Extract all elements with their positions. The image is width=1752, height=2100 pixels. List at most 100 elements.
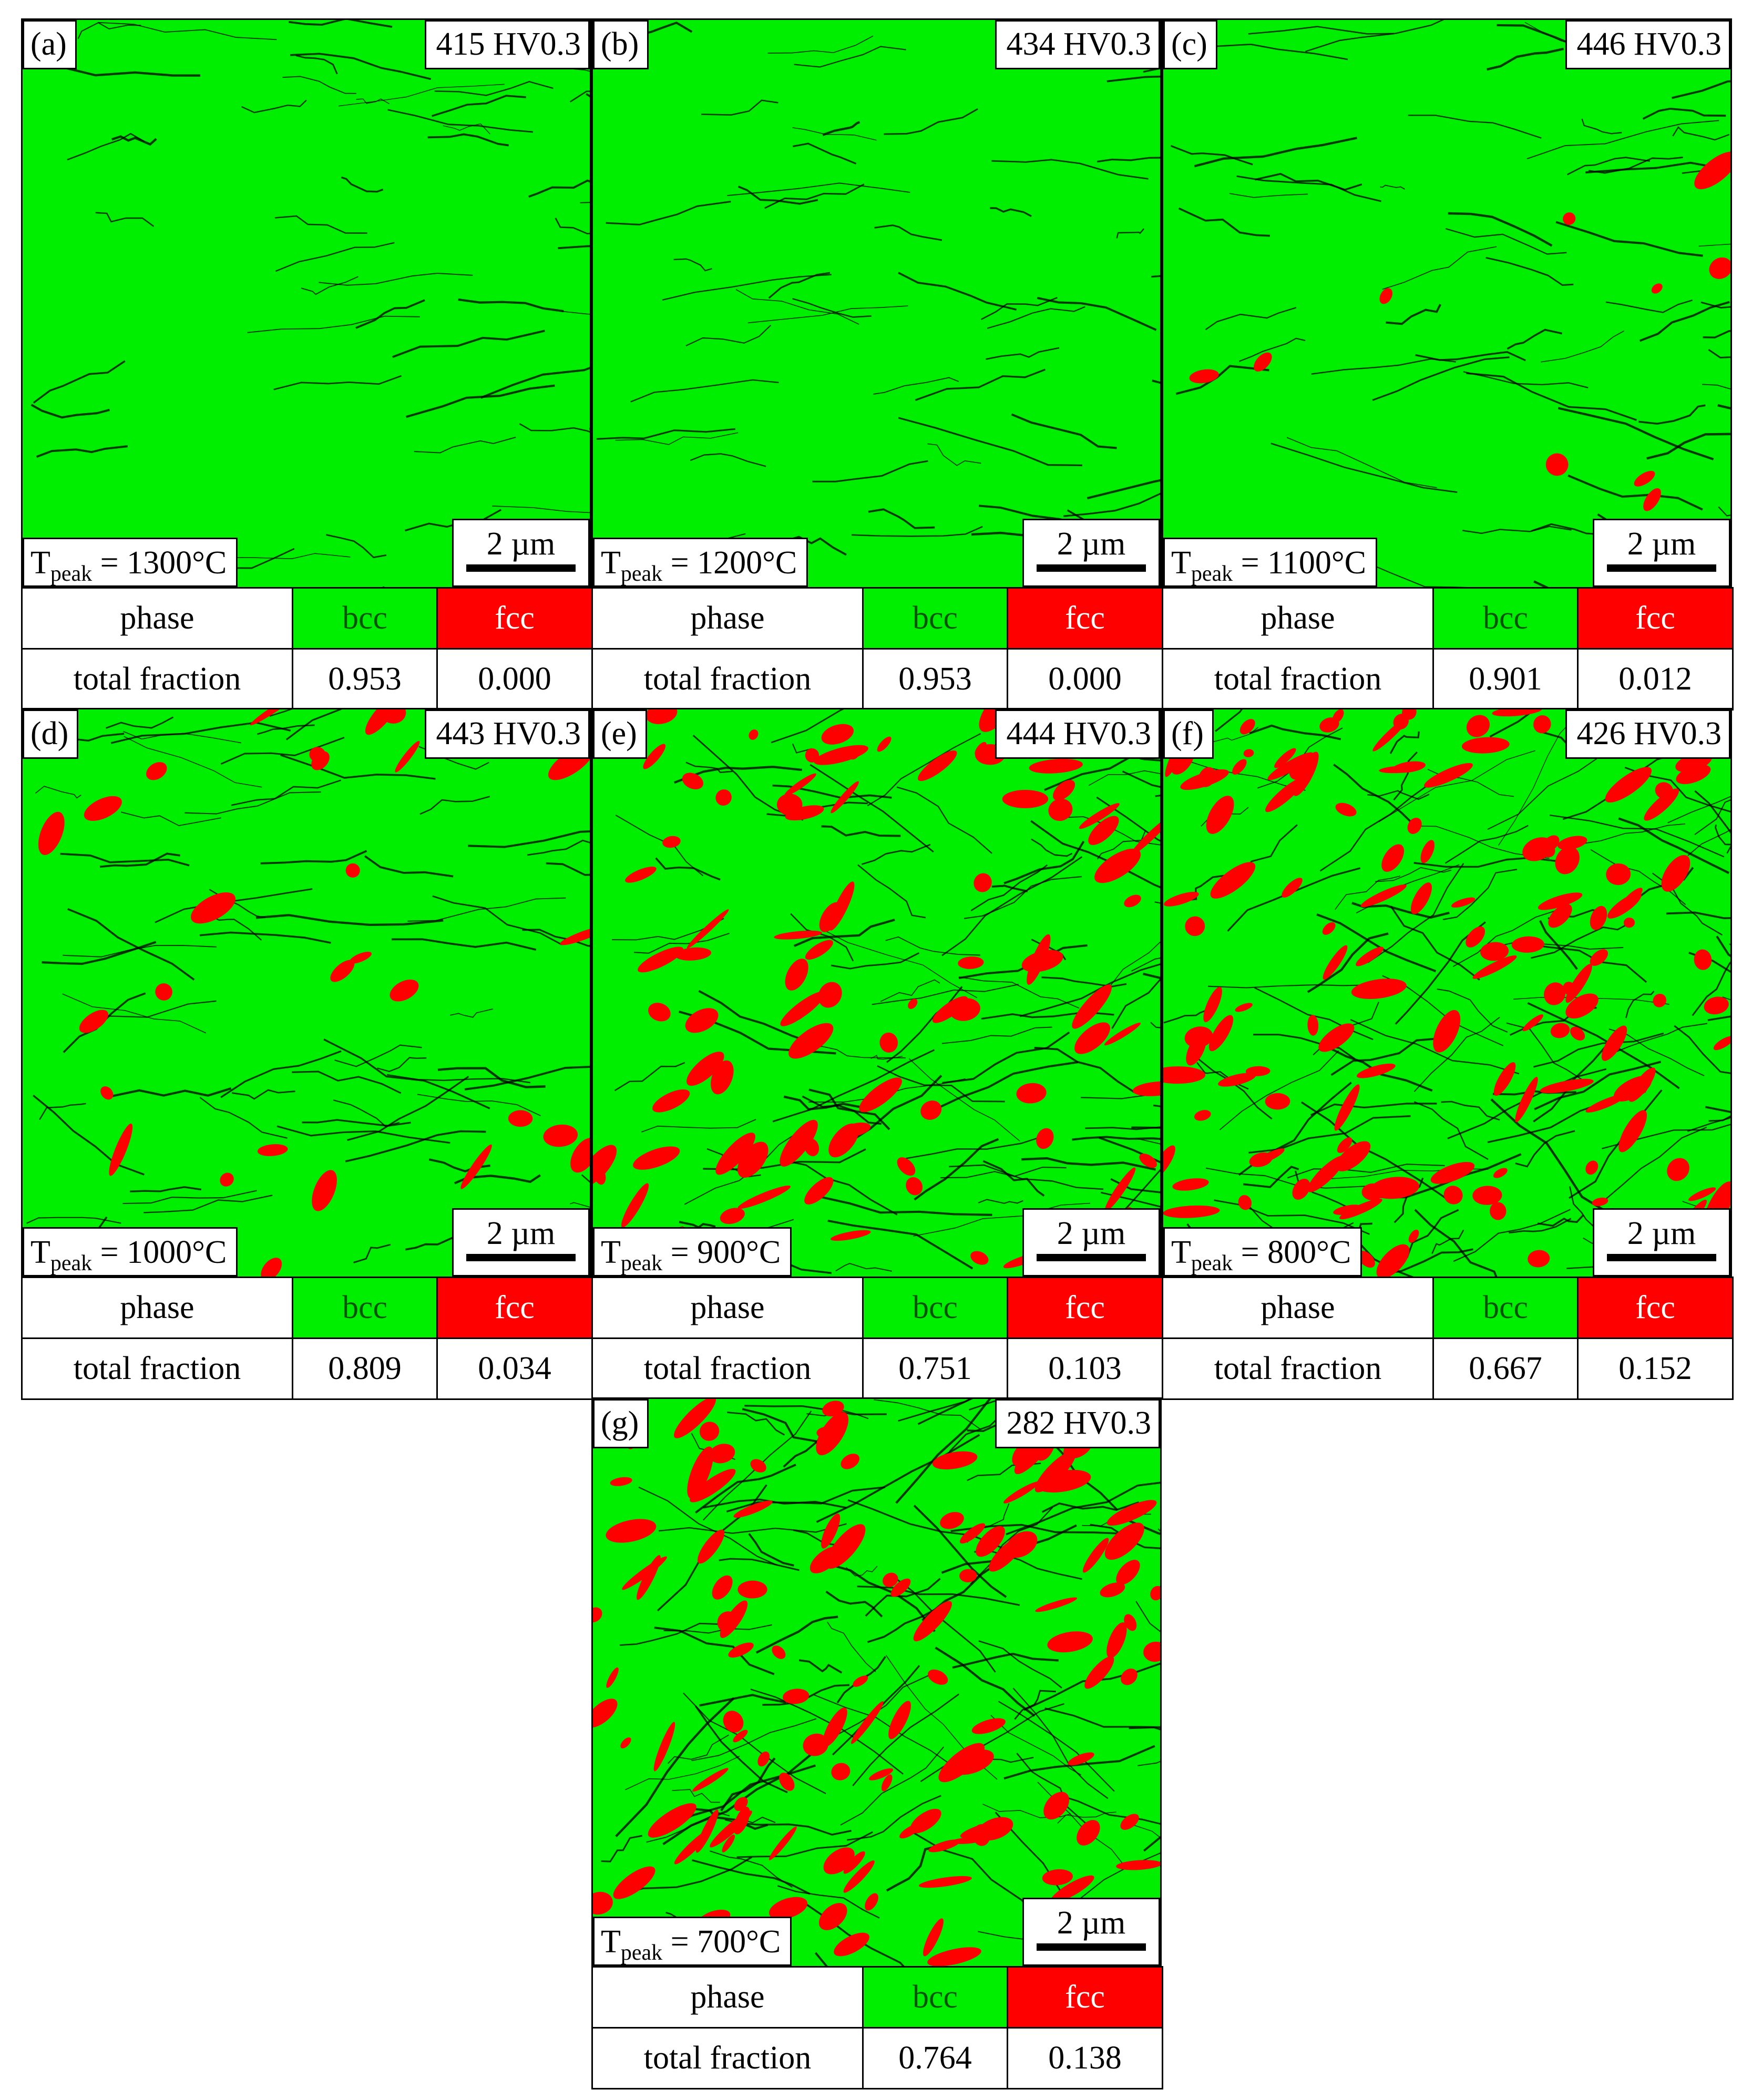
phase-map: (d) 443 HV0.3 Tpeak = 1000°C 2 µm [21,708,591,1278]
scale-bar: 2 µm [1593,1208,1730,1277]
scale-bar: 2 µm [1593,519,1730,587]
phase-map-image [23,709,590,1277]
bcc-matrix [593,709,1160,1277]
scale-bar-line [466,1254,576,1261]
phase-fraction-table: phase bcc fcc total fraction 0.667 0.152 [1162,1277,1734,1400]
phase-map: (g) 282 HV0.3 Tpeak = 700°C 2 µm [591,1397,1162,1968]
scale-bar-label: 2 µm [486,526,556,562]
panel-e: (e) 444 HV0.3 Tpeak = 900°C 2 µm phase b… [591,708,1163,1400]
phase-header: phase [21,587,293,650]
scale-bar-line [1037,1254,1146,1261]
panel-letter: (a) [23,20,77,69]
scale-bar-label: 2 µm [1627,526,1696,562]
table-row: phase bcc fcc [591,587,1163,650]
phase-header: phase [591,587,864,650]
phase-header: phase [1162,1277,1434,1339]
table-row: total fraction 0.751 0.103 [591,1337,1163,1400]
total-fraction-label: total fraction [21,648,293,711]
panel-b: (b) 434 HV0.3 Tpeak = 1200°C 2 µm phase … [591,18,1163,711]
table-row: total fraction 0.901 0.012 [1162,648,1734,711]
table-row: total fraction 0.667 0.152 [1162,1337,1734,1400]
scale-bar-line [1037,1943,1146,1951]
panel-letter: (f) [1163,709,1214,759]
table-row: phase bcc fcc [591,1277,1163,1339]
hardness-label: 446 HV0.3 [1565,20,1730,69]
scale-bar-label: 2 µm [1057,526,1126,562]
peak-temperature-label: Tpeak = 800°C [1163,1227,1362,1277]
fcc-header: fcc [1007,1277,1163,1339]
peak-temperature-label: Tpeak = 700°C [593,1917,792,1966]
bcc-fraction: 0.764 [862,2027,1008,2089]
bcc-fraction: 0.953 [292,648,438,711]
bcc-header: bcc [1432,1277,1579,1339]
bcc-fraction: 0.809 [292,1337,438,1400]
fcc-header: fcc [1007,1966,1163,2029]
fcc-fraction: 0.000 [1007,648,1163,711]
phase-map: (b) 434 HV0.3 Tpeak = 1200°C 2 µm [591,18,1162,589]
phase-map: (e) 444 HV0.3 Tpeak = 900°C 2 µm [591,708,1162,1278]
phase-header: phase [21,1277,293,1339]
panel-c: (c) 446 HV0.3 Tpeak = 1100°C 2 µm phase … [1162,18,1734,711]
scale-bar-label: 2 µm [1057,1216,1126,1251]
hardness-label: 434 HV0.3 [995,20,1160,69]
scale-bar: 2 µm [452,519,590,587]
table-row: phase bcc fcc [21,587,593,650]
scale-bar-label: 2 µm [1627,1216,1696,1251]
table-row: phase bcc fcc [1162,587,1734,650]
scale-bar: 2 µm [452,1208,590,1277]
panel-letter: (e) [593,709,647,759]
fcc-fraction: 0.103 [1007,1337,1163,1400]
hardness-label: 282 HV0.3 [995,1399,1160,1448]
fcc-header: fcc [1577,1277,1734,1339]
fcc-header: fcc [436,587,593,650]
phase-map-image [593,20,1160,587]
phase-map: (c) 446 HV0.3 Tpeak = 1100°C 2 µm [1162,18,1732,589]
scale-bar-label: 2 µm [1057,1905,1126,1941]
hardness-label: 426 HV0.3 [1565,709,1730,759]
bcc-header: bcc [862,1966,1008,2029]
table-row: phase bcc fcc [1162,1277,1734,1339]
peak-temperature-label: Tpeak = 1200°C [593,538,808,587]
scale-bar-line [1607,1254,1716,1261]
peak-temperature-label: Tpeak = 1300°C [23,538,238,587]
bcc-header: bcc [292,1277,438,1339]
panel-a: (a) 415 HV0.3 Tpeak = 1300°C 2 µm phase … [21,18,593,711]
total-fraction-label: total fraction [591,648,864,711]
scale-bar: 2 µm [1022,1898,1160,1966]
phase-fraction-table: phase bcc fcc total fraction 0.809 0.034 [21,1277,593,1400]
peak-temperature-label: Tpeak = 1100°C [1163,538,1377,587]
bcc-matrix [1163,20,1730,587]
peak-temperature-label: Tpeak = 900°C [593,1227,792,1277]
panel-f: (f) 426 HV0.3 Tpeak = 800°C 2 µm phase b… [1162,708,1734,1400]
total-fraction-label: total fraction [1162,648,1434,711]
phase-map-image [23,20,590,587]
hardness-label: 415 HV0.3 [425,20,590,69]
phase-map-image [1163,20,1730,587]
bcc-fraction: 0.953 [862,648,1008,711]
panel-letter: (c) [1163,20,1217,69]
phase-fraction-table: phase bcc fcc total fraction 0.764 0.138 [591,1966,1163,2089]
table-row: total fraction 0.953 0.000 [591,648,1163,711]
panel-g: (g) 282 HV0.3 Tpeak = 700°C 2 µm phase b… [591,1397,1163,2089]
phase-map-image [593,709,1160,1277]
bcc-header: bcc [1432,587,1579,650]
fcc-header: fcc [1007,587,1163,650]
fcc-fraction: 0.034 [436,1337,593,1400]
phase-fraction-table: phase bcc fcc total fraction 0.953 0.000 [591,587,1163,711]
table-row: total fraction 0.764 0.138 [591,2027,1163,2089]
phase-map: (f) 426 HV0.3 Tpeak = 800°C 2 µm [1162,708,1732,1278]
fcc-fraction: 0.000 [436,648,593,711]
phase-fraction-table: phase bcc fcc total fraction 0.901 0.012 [1162,587,1734,711]
phase-map: (a) 415 HV0.3 Tpeak = 1300°C 2 µm [21,18,591,589]
table-row: phase bcc fcc [21,1277,593,1339]
total-fraction-label: total fraction [591,2027,864,2089]
bcc-fraction: 0.667 [1432,1337,1579,1400]
scale-bar: 2 µm [1022,1208,1160,1277]
table-row: total fraction 0.809 0.034 [21,1337,593,1400]
fcc-fraction: 0.138 [1007,2027,1163,2089]
grain-boundaries [596,20,1160,556]
phase-map-image [593,1399,1160,1966]
panel-d: (d) 443 HV0.3 Tpeak = 1000°C 2 µm phase … [21,708,593,1400]
bcc-header: bcc [292,587,438,650]
grain-boundaries [26,709,590,1266]
